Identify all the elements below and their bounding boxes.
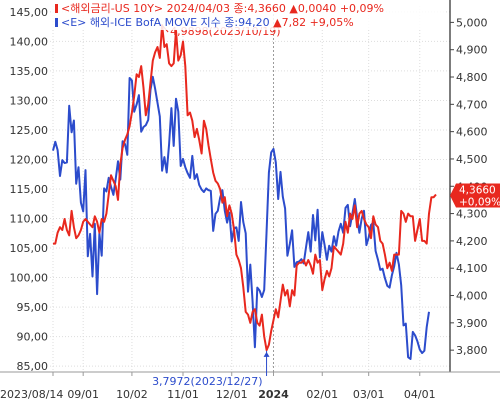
left-tick-label: 105,00 <box>10 242 49 255</box>
legend-us10y-change-text: ▲0,0040 <box>289 2 339 15</box>
legend-swatch-move <box>55 18 58 27</box>
legend-us10y-date: 2024/04/03 <box>167 2 234 15</box>
right-tick-label: 3,900 <box>456 317 488 330</box>
right-tick-label: 3,800 <box>456 344 488 357</box>
left-axis-ticks: 85,00 90,00 95,00 100,00 105,00 110,00 115,00 1… <box>10 6 49 373</box>
legend-background <box>52 0 444 30</box>
badge-background <box>450 183 500 208</box>
right-tick-label: 4,900 <box>456 44 488 57</box>
right-tick-label: 4,300 <box>456 208 488 221</box>
x-tick-label: 09/01 <box>67 388 99 401</box>
right-tick-label: 4,500 <box>456 153 488 166</box>
legend-move-change-text: ▲7,82 <box>273 16 309 29</box>
x-tick-label: 11/01 <box>167 388 199 401</box>
x-tick-label: 10/02 <box>116 388 148 401</box>
x-tick-label: 04/01 <box>404 388 436 401</box>
right-tick-label: 4,100 <box>456 262 488 275</box>
left-tick-label: 110,00 <box>10 213 49 226</box>
series-move-index-line <box>52 75 430 360</box>
left-tick-label: 135,00 <box>10 65 49 78</box>
x-tick-label: 2024 <box>258 388 289 401</box>
badge-value: 4,3660 <box>459 185 496 197</box>
right-tick-label: 4,000 <box>456 290 488 303</box>
legend-move-name: <E> 해외-ICE BofA MOVE 지수 <box>61 15 224 29</box>
low-annotation-marker <box>263 351 270 357</box>
left-tick-label: 130,00 <box>10 94 49 107</box>
series-us10y-line <box>53 24 437 352</box>
series-group <box>52 24 437 360</box>
left-tick-label: 85,00 <box>17 360 49 373</box>
x-tick-label: 12/01 <box>216 388 248 401</box>
current-value-badge: 4,3660+0,09% <box>450 183 500 209</box>
left-tick-label: 90,00 <box>17 331 49 344</box>
legend: <해외금리-US 10Y> 2024/04/03 종:4,3660 ▲0,004… <box>52 0 444 30</box>
low-annotation-label: 3,7972(2023/12/27) <box>152 375 262 388</box>
right-axis-ticks: 3,8003,9004,0004,1004,2004,3004,4004,500… <box>450 16 488 357</box>
legend-us10y-pct-text: +0,09% <box>340 2 384 15</box>
right-tick-label: 4,600 <box>456 126 488 139</box>
x-tick-label: 02/01 <box>306 388 338 401</box>
left-tick-label: 100,00 <box>10 272 49 285</box>
left-tick-label: 120,00 <box>10 153 49 166</box>
legend-swatch-us10y <box>55 4 58 13</box>
badge-pct: +0,09% <box>459 197 500 209</box>
left-tick-label: 125,00 <box>10 124 49 137</box>
legend-move-pct-text: +9,05% <box>310 16 354 29</box>
legend-us10y-value-text: 종:4,3660 <box>234 2 290 15</box>
left-tick-label: 140,00 <box>10 35 49 48</box>
legend-us10y-name: <해외금리-US 10Y> <box>61 1 167 15</box>
left-tick-label: 95,00 <box>17 301 49 314</box>
right-tick-label: 4,200 <box>456 235 488 248</box>
left-tick-label: 145,00 <box>10 6 49 19</box>
legend-row-us10y: <해외금리-US 10Y> 2024/04/03 종:4,3660 ▲0,004… <box>61 1 384 15</box>
right-tick-label: 5,000 <box>456 16 488 29</box>
x-axis-ticks: 2023/08/14 09/01 10/02 11/01 12/01 2024 02/01 0… <box>0 372 436 401</box>
left-tick-label: 115,00 <box>10 183 49 196</box>
legend-row-move: <E> 해외-ICE BofA MOVE 지수 종:94,20 ▲7,82 +9… <box>61 15 354 29</box>
x-tick-label: 03/01 <box>353 388 385 401</box>
legend-move-value-text: 종:94,20 <box>224 16 273 29</box>
right-tick-label: 4,700 <box>456 98 488 111</box>
right-tick-label: 4,800 <box>456 71 488 84</box>
x-tick-label: 2023/08/14 <box>0 388 63 401</box>
